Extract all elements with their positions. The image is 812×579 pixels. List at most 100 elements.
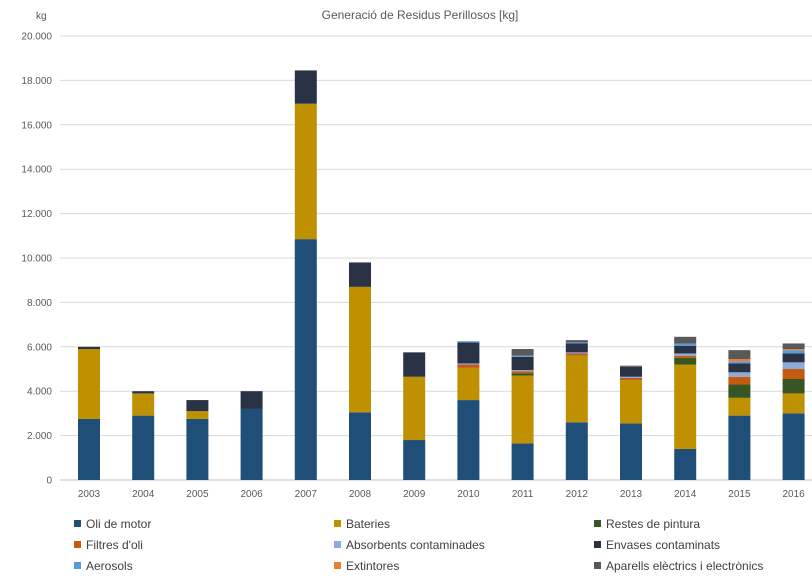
bar-segment bbox=[620, 380, 642, 424]
bar-segment bbox=[728, 376, 751, 385]
bar-segment bbox=[294, 103, 317, 240]
bar-segment bbox=[782, 369, 805, 379]
bar-segment bbox=[294, 239, 317, 480]
x-tick-label: 2007 bbox=[295, 489, 318, 500]
y-tick-label: 6.000 bbox=[27, 342, 52, 353]
bar-segment bbox=[728, 350, 751, 360]
bar-segment bbox=[349, 412, 371, 480]
bar-segment bbox=[511, 373, 534, 376]
bar-segment bbox=[78, 346, 100, 350]
bar-segment bbox=[457, 342, 480, 364]
y-tick-label: 10.000 bbox=[21, 254, 52, 265]
x-tick-label: 2004 bbox=[132, 489, 155, 500]
bar-segment bbox=[186, 411, 209, 419]
legend-swatch bbox=[594, 541, 601, 548]
y-tick-label: 16.000 bbox=[21, 120, 52, 131]
bar-segment bbox=[728, 361, 751, 364]
bar-segment bbox=[620, 377, 642, 381]
legend-swatch bbox=[74, 541, 81, 548]
bar-segment bbox=[728, 372, 751, 377]
bar-segment bbox=[782, 343, 805, 350]
legend-label: Extintores bbox=[346, 559, 399, 573]
bar-segment bbox=[782, 350, 805, 354]
bar-segment bbox=[349, 262, 371, 287]
bar-segment bbox=[674, 357, 697, 365]
bar-segment bbox=[403, 376, 426, 441]
y-tick-label: 20.000 bbox=[21, 32, 52, 43]
bar-segment bbox=[728, 415, 751, 480]
bar-segment bbox=[620, 365, 642, 367]
y-axis-ticks: 0 2.000 4.000 6.000 8.000 10.000 12.000 14.000 1… bbox=[21, 32, 52, 487]
legend: Oli de motor Bateries Restes de pintura Fil… bbox=[74, 517, 763, 573]
x-tick-label: 2003 bbox=[78, 489, 101, 500]
y-tick-label: 4.000 bbox=[27, 387, 52, 398]
bar-segment bbox=[565, 352, 588, 354]
x-tick-label: 2010 bbox=[457, 489, 480, 500]
legend-swatch bbox=[334, 541, 341, 548]
bar-segment bbox=[674, 343, 697, 346]
chart-title: Generació de Residus Perillosos [kg] bbox=[322, 8, 519, 22]
bar-segment bbox=[620, 366, 642, 377]
y-axis-unit-label: kg bbox=[36, 11, 47, 22]
bar-segment bbox=[782, 349, 805, 351]
bar-segment bbox=[565, 343, 588, 353]
legend-swatch bbox=[334, 562, 341, 569]
x-tick-label: 2015 bbox=[728, 489, 751, 500]
bar-segment bbox=[457, 364, 480, 368]
legend-label: Absorbents contaminades bbox=[346, 538, 485, 552]
bar-segment bbox=[620, 423, 642, 480]
bar-segment bbox=[565, 355, 588, 423]
bar-segment bbox=[511, 371, 534, 374]
legend-label: Aerosols bbox=[86, 559, 133, 573]
legend-label: Oli de motor bbox=[86, 517, 151, 531]
legend-swatch bbox=[334, 520, 341, 527]
x-tick-label: 2016 bbox=[782, 489, 805, 500]
bar-segment bbox=[565, 340, 588, 343]
bar-segment bbox=[132, 391, 155, 394]
bar-segment bbox=[511, 375, 534, 444]
bar-segment bbox=[782, 378, 805, 394]
bar-segment bbox=[457, 367, 480, 401]
bar-segment bbox=[403, 352, 426, 377]
x-tick-label: 2013 bbox=[620, 489, 643, 500]
y-tick-label: 12.000 bbox=[21, 209, 52, 220]
x-tick-label: 2014 bbox=[674, 489, 697, 500]
y-tick-label: 0 bbox=[46, 476, 52, 487]
bar-segment bbox=[728, 359, 751, 362]
x-tick-label: 2006 bbox=[240, 489, 263, 500]
bar-segment bbox=[511, 356, 534, 371]
legend-label: Restes de pintura bbox=[606, 517, 700, 531]
bar-segment bbox=[728, 397, 751, 416]
legend-label: Filtres d'oli bbox=[86, 538, 143, 552]
x-axis-ticks: 2003 2004 2005 2006 2007 2008 2009 2010 2011 2012… bbox=[78, 489, 805, 500]
bar-segment bbox=[728, 384, 751, 398]
bar-segment bbox=[511, 370, 534, 372]
bar-segment bbox=[457, 363, 480, 365]
bar-segment bbox=[457, 400, 480, 480]
bar-segment bbox=[511, 349, 534, 356]
x-tick-label: 2005 bbox=[186, 489, 209, 500]
legend-swatch bbox=[74, 520, 81, 527]
x-tick-label: 2011 bbox=[512, 489, 534, 500]
bar-segment bbox=[674, 448, 697, 480]
bar-segment bbox=[240, 408, 263, 480]
bar-segment bbox=[240, 391, 263, 409]
y-tick-label: 14.000 bbox=[21, 165, 52, 176]
bar-segment bbox=[294, 70, 317, 104]
bar-series bbox=[78, 70, 805, 480]
y-tick-label: 8.000 bbox=[27, 298, 52, 309]
y-tick-label: 18.000 bbox=[21, 76, 52, 87]
bar-segment bbox=[186, 418, 209, 480]
bar-segment bbox=[674, 336, 697, 344]
bar-segment bbox=[565, 353, 588, 356]
legend-label: Bateries bbox=[346, 517, 390, 531]
bar-segment bbox=[782, 393, 805, 414]
bar-segment bbox=[511, 443, 534, 480]
legend-swatch bbox=[74, 562, 81, 569]
bar-segment bbox=[186, 400, 209, 412]
bar-segment bbox=[674, 364, 697, 449]
y-tick-label: 2.000 bbox=[27, 431, 52, 442]
bar-segment bbox=[565, 422, 588, 480]
bar-segment bbox=[78, 418, 100, 480]
